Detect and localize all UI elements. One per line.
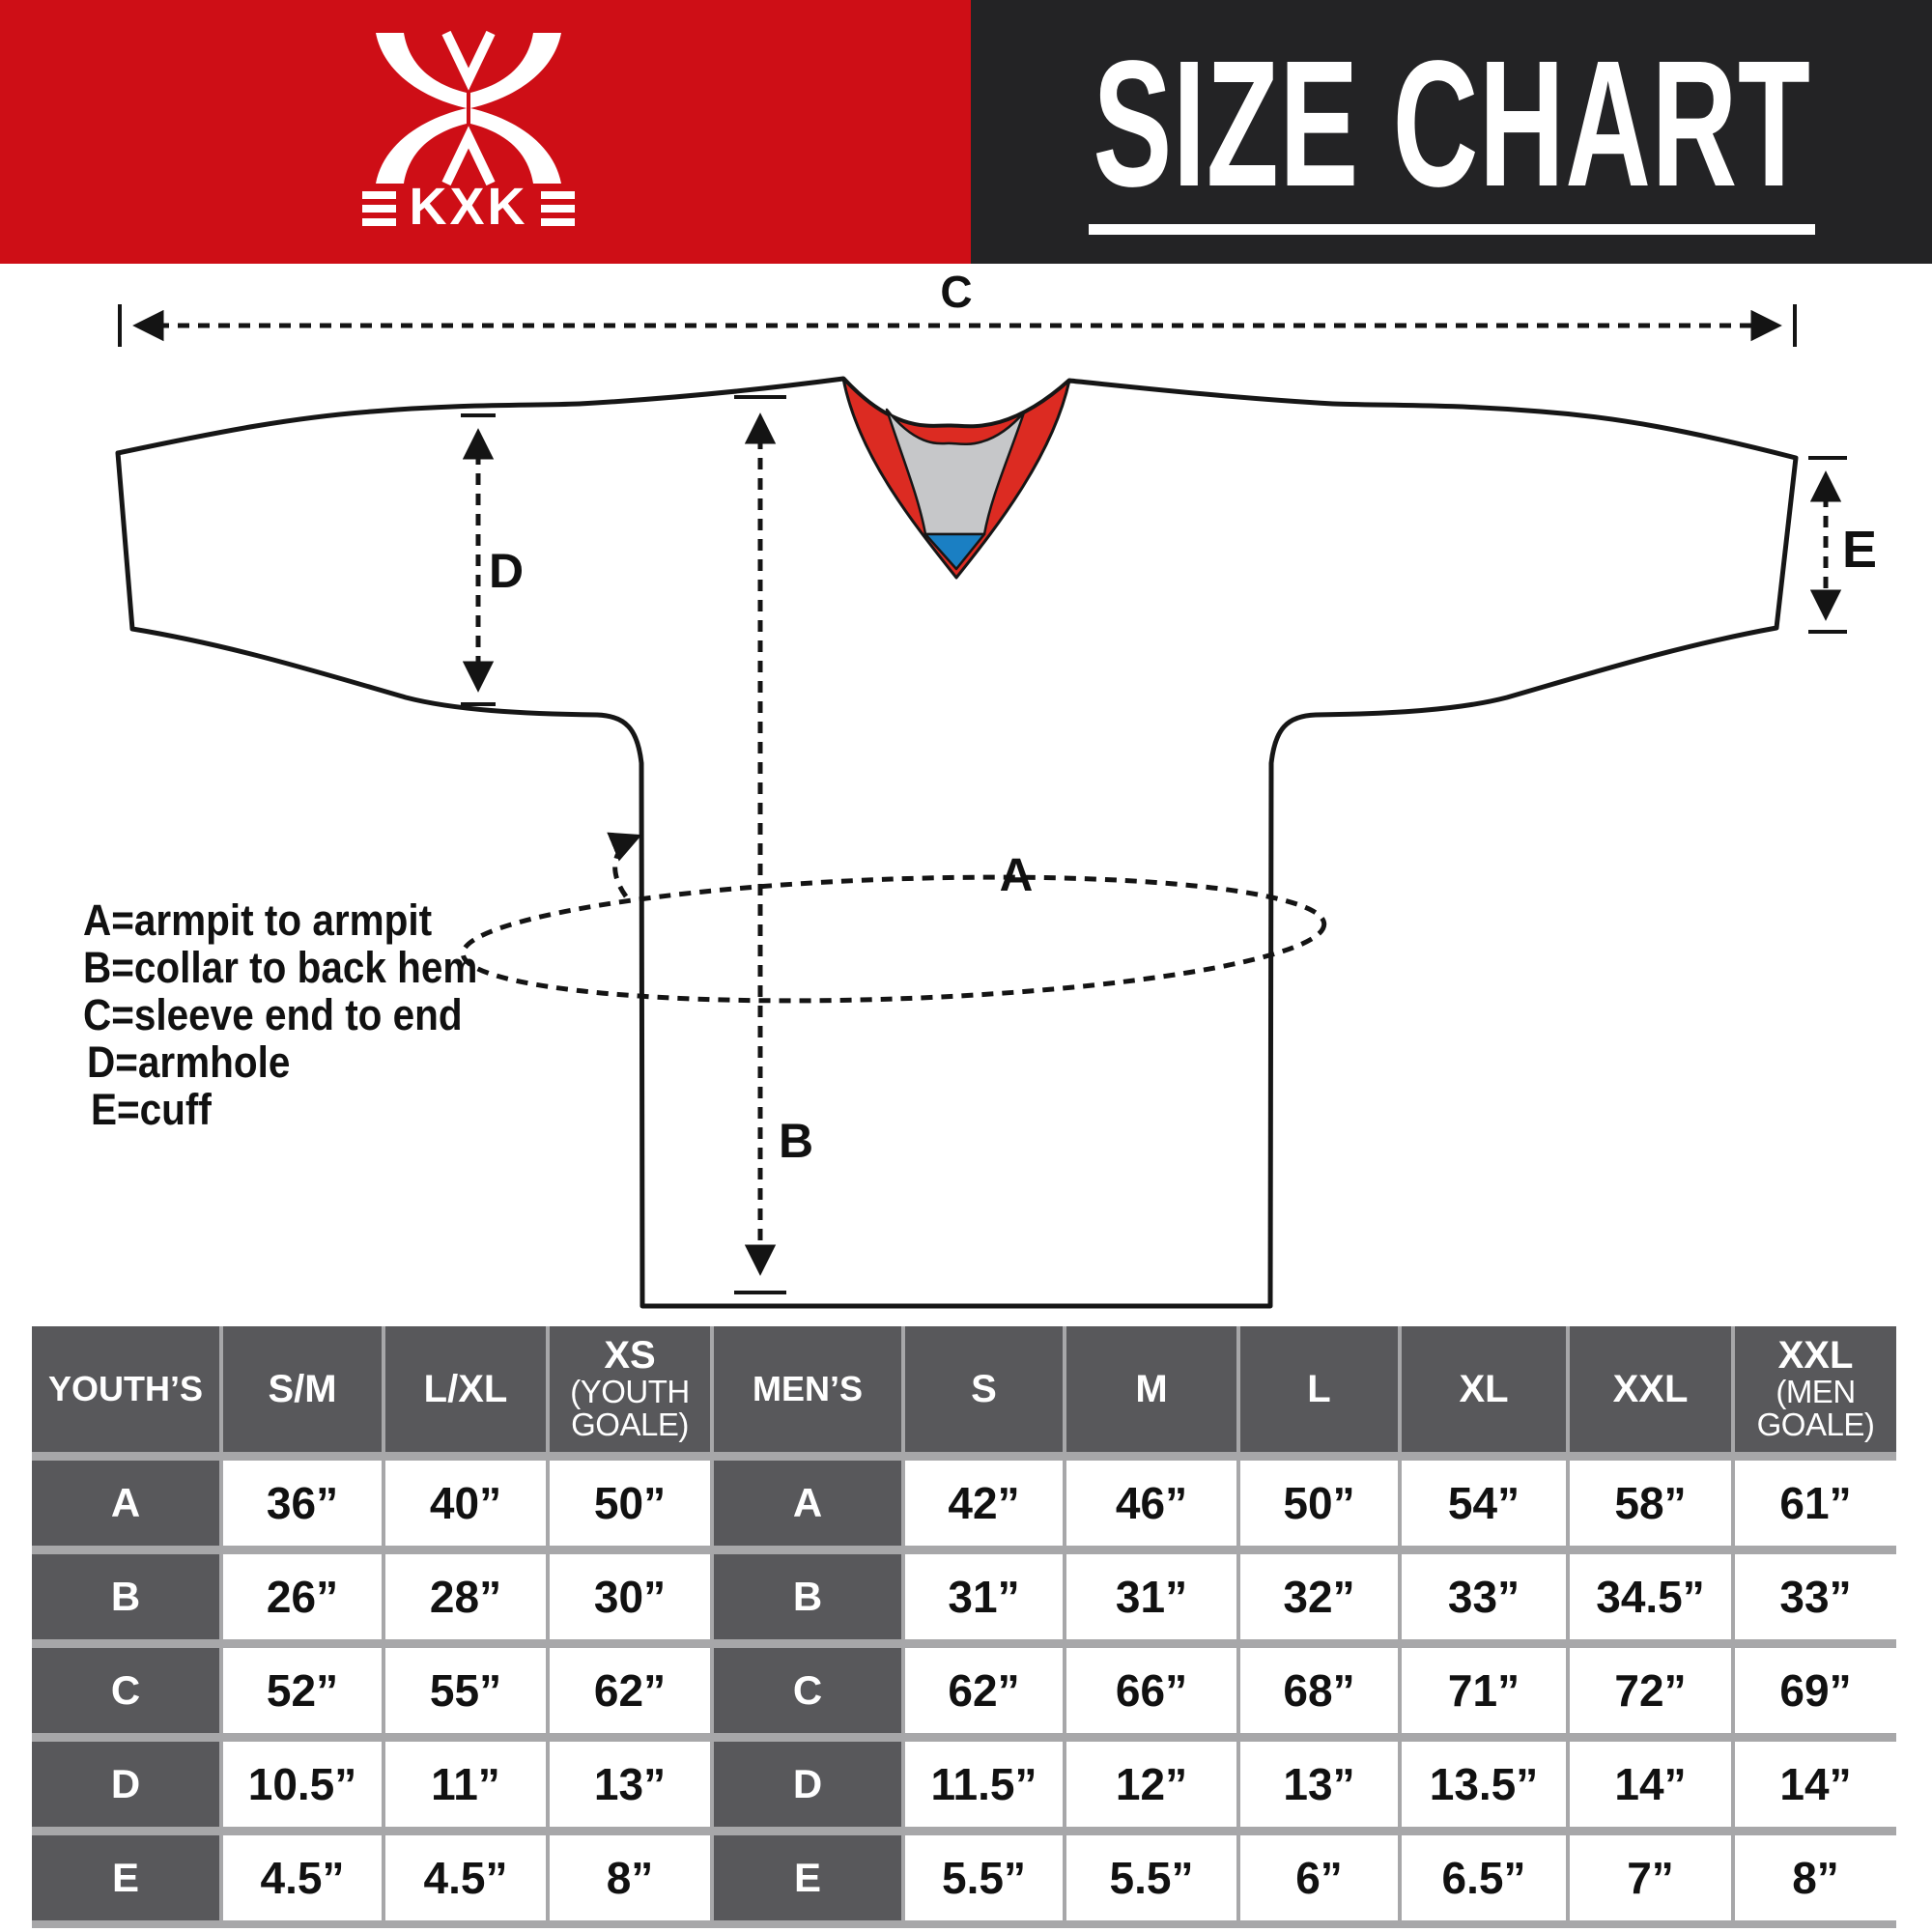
row-label-E-youth: E <box>32 1835 219 1920</box>
size-cell: 26” <box>223 1554 382 1639</box>
col-header-sm: S/M <box>223 1326 382 1452</box>
size-cell: 31” <box>905 1554 1063 1639</box>
row-label-C-men: C <box>714 1648 901 1733</box>
dimension-C: C <box>118 267 1797 347</box>
size-cell: 13.5” <box>1402 1742 1566 1827</box>
size-cell: 33” <box>1402 1554 1566 1639</box>
col-header-xs-youth-goalie: XS (YOUTH GOALE) <box>550 1326 710 1452</box>
size-cell: 54” <box>1402 1461 1566 1546</box>
size-cell: 4.5” <box>223 1835 382 1920</box>
size-cell: 58” <box>1570 1461 1731 1546</box>
size-cell: 61” <box>1735 1461 1896 1546</box>
size-cell: 11.5” <box>905 1742 1063 1827</box>
title-underline <box>1088 224 1815 235</box>
row-label-A-youth: A <box>32 1461 219 1546</box>
size-cell: 33” <box>1735 1554 1896 1639</box>
col-header-lxl: L/XL <box>385 1326 546 1452</box>
size-cell: 14” <box>1735 1742 1896 1827</box>
size-cell: 30” <box>550 1554 710 1639</box>
dimension-B: B <box>734 395 813 1294</box>
row-label-C-youth: C <box>32 1648 219 1733</box>
row-label-E-men: E <box>714 1835 901 1920</box>
row-label-D-youth: D <box>32 1742 219 1827</box>
size-cell: 14” <box>1570 1742 1731 1827</box>
title-header-block: SIZE CHART <box>971 0 1932 264</box>
row-label-B-men: B <box>714 1554 901 1639</box>
col-header-xxl: XXL <box>1570 1326 1731 1452</box>
row-label-A-men: A <box>714 1461 901 1546</box>
size-cell: 31” <box>1066 1554 1236 1639</box>
size-cell: 55” <box>385 1648 546 1733</box>
size-cell: 8” <box>550 1835 710 1920</box>
size-cell: 71” <box>1402 1648 1566 1733</box>
size-cell: 34.5” <box>1570 1554 1731 1639</box>
size-cell: 28” <box>385 1554 546 1639</box>
size-cell: 6” <box>1240 1835 1398 1920</box>
collar-inner-gray <box>885 408 1026 536</box>
legend-line-e: E=cuff <box>91 1086 213 1134</box>
col-header-l: L <box>1240 1326 1398 1452</box>
page-title: SIZE CHART <box>1092 24 1811 224</box>
brand-header-block: KXK <box>0 0 971 264</box>
legend-line-d: D=armhole <box>87 1038 290 1087</box>
brand-wordmark: KXK <box>409 178 527 236</box>
label-C: C <box>940 267 972 317</box>
legend-line-b: B=collar to back hem <box>83 944 477 992</box>
size-cell: 40” <box>385 1461 546 1546</box>
jersey-measurement-diagram: C D B E A A=a <box>83 267 1877 1309</box>
size-cell: 7” <box>1570 1835 1731 1920</box>
size-cell: 8” <box>1735 1835 1896 1920</box>
col-header-mens: MEN’S <box>714 1326 901 1452</box>
size-cell: 50” <box>550 1461 710 1546</box>
brand-side-bars-icon <box>362 191 575 226</box>
size-table: YOUTH’S S/M L/XL XS (YOUTH GOALE) MEN’S … <box>32 1326 1896 1928</box>
label-D: D <box>489 544 524 598</box>
size-cell: 5.5” <box>905 1835 1063 1920</box>
size-cell: 32” <box>1240 1554 1398 1639</box>
dimension-D: D <box>461 413 524 706</box>
row-label-B-youth: B <box>32 1554 219 1639</box>
dimension-E: E <box>1808 456 1877 634</box>
label-A: A <box>1000 850 1034 901</box>
row-label-D-men: D <box>714 1742 901 1827</box>
size-cell: 42” <box>905 1461 1063 1546</box>
size-cell: 52” <box>223 1648 382 1733</box>
col-header-m: M <box>1066 1326 1236 1452</box>
size-cell: 46” <box>1066 1461 1236 1546</box>
size-cell: 13” <box>550 1742 710 1827</box>
dimension-A: A <box>460 832 1327 1004</box>
kxk-x-mark-icon <box>376 30 561 186</box>
measurement-legend: A=armpit to armpit B=collar to back hem … <box>83 896 477 1134</box>
size-cell: 11” <box>385 1742 546 1827</box>
kxk-logo: KXK <box>362 30 575 236</box>
size-cell: 4.5” <box>385 1835 546 1920</box>
size-cell: 5.5” <box>1066 1835 1236 1920</box>
size-cell: 69” <box>1735 1648 1896 1733</box>
size-cell: 36” <box>223 1461 382 1546</box>
col-header-s: S <box>905 1326 1063 1452</box>
size-cell: 13” <box>1240 1742 1398 1827</box>
legend-line-c: C=sleeve end to end <box>83 991 463 1039</box>
size-cell: 6.5” <box>1402 1835 1566 1920</box>
col-header-youths: YOUTH’S <box>32 1326 219 1452</box>
legend-line-a: A=armpit to armpit <box>83 896 432 945</box>
col-header-xxl-men-goalie: XXL (MEN GOALE) <box>1735 1326 1896 1452</box>
size-cell: 62” <box>550 1648 710 1733</box>
size-cell: 62” <box>905 1648 1063 1733</box>
collar-blue-triangle <box>923 532 986 571</box>
size-cell: 66” <box>1066 1648 1236 1733</box>
size-cell: 68” <box>1240 1648 1398 1733</box>
col-header-xl: XL <box>1402 1326 1566 1452</box>
jersey-outline <box>115 376 1799 1309</box>
label-B: B <box>779 1114 813 1168</box>
size-cell: 10.5” <box>223 1742 382 1827</box>
label-E: E <box>1842 521 1877 579</box>
size-cell: 72” <box>1570 1648 1731 1733</box>
size-cell: 12” <box>1066 1742 1236 1827</box>
size-cell: 50” <box>1240 1461 1398 1546</box>
